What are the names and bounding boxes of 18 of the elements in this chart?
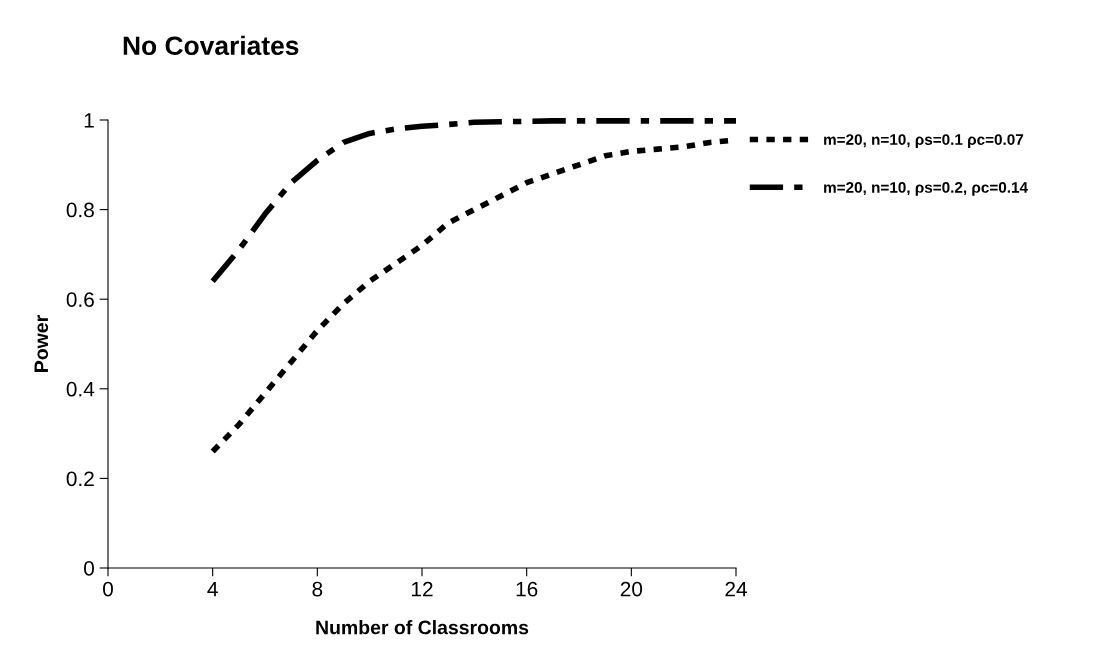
legend-label: m=20, n=10, ρs=0.2, ρc=0.14 <box>824 182 1028 196</box>
y-tick-label: 1 <box>84 113 94 128</box>
x-tick-label: 20 <box>620 581 643 597</box>
y-axis-title: Power <box>34 315 49 372</box>
x-tick-label: 12 <box>412 581 433 597</box>
chart-title: No Covariates <box>123 35 299 56</box>
y-tick-label: 0.4 <box>66 381 95 397</box>
x-tick-label: 24 <box>725 581 747 597</box>
y-tick-label: 0 <box>84 561 94 576</box>
x-axis-title: Number of Classrooms <box>316 620 529 635</box>
x-tick-label: 4 <box>207 581 218 597</box>
x-tick-label: 8 <box>312 581 323 597</box>
y-tick-label: 0.8 <box>66 202 94 218</box>
legend-label: m=20, n=10, ρs=0.1 ρc=0.07 <box>824 134 1024 148</box>
y-tick-label: 0.6 <box>66 292 94 307</box>
x-tick-label: 16 <box>516 581 538 597</box>
x-tick-label: 0 <box>103 581 113 597</box>
y-tick-label: 0.2 <box>66 471 94 487</box>
